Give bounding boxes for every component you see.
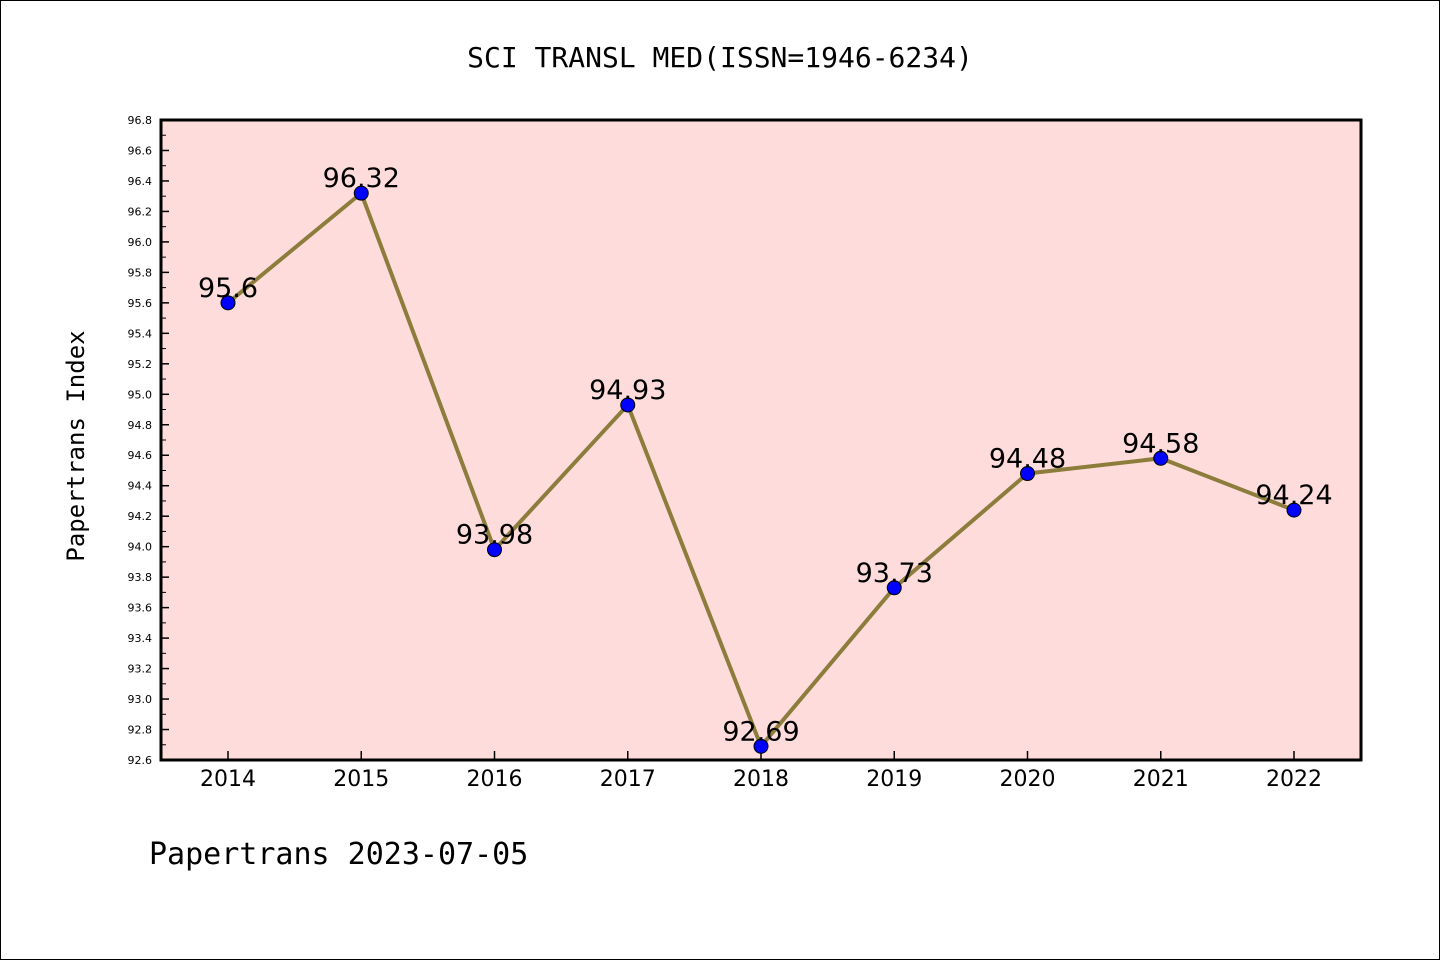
- data-point-2018: [753, 738, 769, 754]
- y-axis-label: Papertrans Index: [62, 330, 90, 561]
- y-tick-label-17: 96.0: [128, 236, 153, 249]
- x-tick-label-6: 2020: [1000, 767, 1056, 792]
- data-point-2014: [220, 295, 236, 311]
- y-tick-label-12: 95.0: [128, 388, 153, 401]
- data-label-2018: 92.69: [722, 716, 799, 747]
- data-label-2019: 93.73: [856, 558, 933, 589]
- y-tick-label-7: 94.0: [128, 541, 153, 554]
- y-tick-label-19: 96.4: [128, 175, 153, 188]
- data-label-2016: 93.98: [456, 520, 533, 551]
- data-label-2017: 94.93: [589, 375, 666, 406]
- chart-title: SCI TRANSL MED(ISSN=1946-6234): [467, 41, 973, 74]
- y-tick-label-8: 94.2: [128, 510, 153, 523]
- data-point-2022: [1286, 502, 1302, 518]
- y-tick-label-20: 96.6: [128, 144, 153, 157]
- y-tick-label-13: 95.2: [128, 358, 153, 371]
- x-tick-label-0: 2014: [200, 767, 256, 792]
- data-label-2015: 96.32: [323, 163, 400, 194]
- x-tick-label-1: 2015: [333, 767, 389, 792]
- y-tick-label-10: 94.6: [128, 449, 153, 462]
- y-tick-label-2: 93.0: [128, 693, 153, 706]
- data-label-2014: 95.6: [198, 273, 258, 304]
- plot-border: [159, 118, 1363, 762]
- x-tick-label-4: 2018: [733, 767, 789, 792]
- y-tick-label-21: 96.8: [128, 114, 153, 127]
- x-tick-label-8: 2022: [1266, 767, 1322, 792]
- data-label-2021: 94.58: [1122, 428, 1199, 459]
- x-tick-label-7: 2021: [1133, 767, 1189, 792]
- footer-credit: Papertrans 2023-07-05: [149, 837, 528, 872]
- y-tick-label-9: 94.4: [128, 480, 153, 493]
- y-axis: 92.6 92.8 93.0 93.2 93.4 93.6 93.8 94.0 94.2 94.4…: [128, 114, 169, 767]
- x-tick-label-2: 2016: [467, 767, 523, 792]
- data-labels: 95.6 96.32 93.98 94.93 92.69 93.73 94.48 94.58 9…: [198, 163, 1333, 747]
- y-tick-label-6: 93.8: [128, 571, 153, 584]
- y-tick-label-5: 93.6: [128, 602, 153, 615]
- y-tick-label-14: 95.4: [128, 327, 153, 340]
- data-point-2020: [1020, 466, 1035, 482]
- data-point-2019: [886, 580, 902, 596]
- y-tick-label-18: 96.2: [128, 205, 153, 218]
- data-point-2021: [1153, 450, 1169, 466]
- y-tick-label-15: 95.6: [128, 297, 153, 310]
- x-tick-label-3: 2017: [600, 767, 656, 792]
- y-tick-label-0: 92.6: [128, 754, 153, 767]
- y-tick-label-16: 95.8: [128, 266, 153, 279]
- data-point-2017: [620, 397, 636, 413]
- data-label-2022: 94.24: [1255, 480, 1332, 511]
- y-tick-label-3: 93.2: [128, 663, 153, 676]
- y-tick-label-4: 93.4: [128, 632, 153, 645]
- x-tick-label-5: 2019: [866, 767, 922, 792]
- plot-area: [161, 120, 1361, 760]
- y-tick-label-11: 94.8: [128, 419, 153, 432]
- y-tick-label-1: 92.8: [128, 724, 153, 737]
- data-point-2016: [487, 542, 502, 558]
- data-points: [220, 185, 1302, 754]
- data-label-2020: 94.48: [989, 444, 1066, 475]
- x-axis: 2014 2015 2016 2017 2018 2019 2020 2021 2022: [200, 751, 1322, 792]
- data-point-2015: [353, 185, 369, 201]
